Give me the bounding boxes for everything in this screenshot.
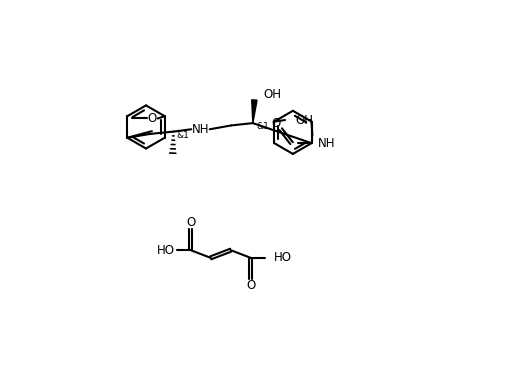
Text: O: O (148, 112, 157, 125)
Polygon shape (252, 100, 257, 123)
Text: NH: NH (318, 137, 335, 150)
Text: HO: HO (157, 244, 175, 257)
Text: O: O (186, 216, 195, 229)
Text: OH: OH (296, 114, 314, 127)
Text: &1: &1 (256, 123, 269, 131)
Text: OH: OH (264, 88, 282, 101)
Text: HO: HO (274, 251, 292, 264)
Text: NH: NH (192, 123, 209, 136)
Text: O: O (246, 279, 256, 292)
Text: O: O (271, 116, 281, 130)
Text: &1: &1 (177, 131, 190, 140)
